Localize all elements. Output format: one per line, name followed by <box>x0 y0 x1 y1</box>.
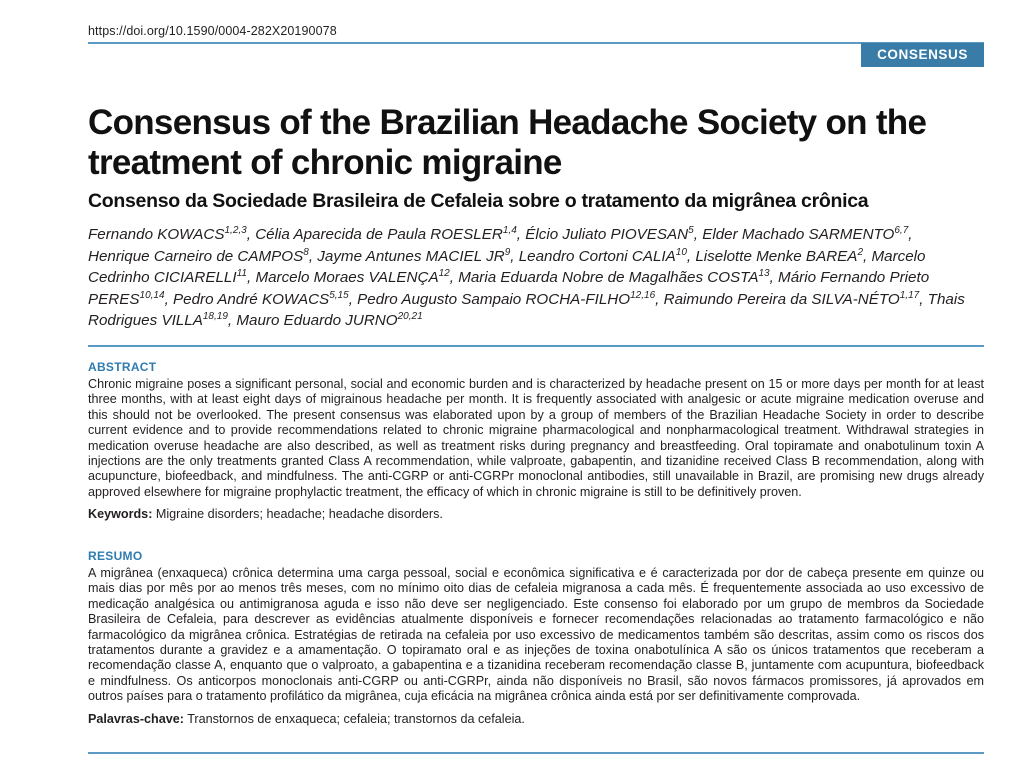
author-name: Marcelo Moraes VALENÇA <box>255 269 439 286</box>
author-name: Pedro André KOWACS <box>173 290 330 308</box>
resumo-heading: RESUMO <box>88 549 143 563</box>
author-name: Raimundo Pereira da SILVA-NÉTO <box>663 290 900 308</box>
palavras-chave-label: Palavras-chave: <box>88 711 184 726</box>
title-block: Consensus of the Brazilian Headache Soci… <box>88 103 988 213</box>
author-name: Mário Fernando Prieto PERES <box>88 269 930 308</box>
author-affiliation-marker: 13 <box>758 267 770 279</box>
page-title: Consensus of the Brazilian Headache Soci… <box>88 103 927 182</box>
author-name: Pedro Augusto Sampaio ROCHA-FILHO <box>357 290 631 308</box>
author-affiliation-marker: 2 <box>857 246 864 258</box>
abstract-heading: ABSTRACT <box>88 360 157 374</box>
author-name: Thais Rodrigues VILLA <box>88 290 965 330</box>
author-affiliation-marker: 1,2,3 <box>224 224 247 236</box>
doi-link[interactable]: https://doi.org/10.1590/0004-282X2019007… <box>88 24 337 38</box>
author-name: Elder Machado SARMENTO <box>702 226 895 243</box>
abstract-section: ABSTRACT Chronic migraine poses a signif… <box>88 360 984 523</box>
author-name: Liselotte Menke BAREA <box>695 247 858 265</box>
abstract-body: Chronic migraine poses a significant per… <box>88 377 984 499</box>
keywords-text: Migraine disorders; headache; headache d… <box>155 507 443 522</box>
header-divider <box>88 42 984 44</box>
author-affiliation-marker: 9 <box>504 246 511 258</box>
author-affiliation-marker: 6,7 <box>894 224 909 236</box>
author-affiliation-marker: 5,15 <box>329 289 349 301</box>
palavras-chave-text: Transtornos de enxaqueca; cefaleia; tran… <box>187 711 525 726</box>
author-affiliation-marker: 11 <box>236 267 247 279</box>
palavras-chave-line: Palavras-chave: Transtornos de enxaqueca… <box>88 712 984 727</box>
keywords-line: Keywords: Migraine disorders; headache; … <box>88 507 984 522</box>
resumo-section: RESUMO A migrânea (enxaqueca) crônica de… <box>88 549 984 727</box>
author-name: Marcelo Cedrinho CICIARELLI <box>88 247 926 287</box>
article-type-badge: CONSENSUS <box>861 43 984 67</box>
author-name: Élcio Juliato PIOVESAN <box>525 226 689 243</box>
author-name: Fernando KOWACS <box>88 226 225 243</box>
doi-header: https://doi.org/10.1590/0004-282X2019007… <box>88 24 984 44</box>
keywords-label: Keywords: <box>88 507 153 522</box>
author-name: Leandro Cortoni CALIA <box>518 247 676 265</box>
author-name: Mauro Eduardo JURNO <box>236 312 398 329</box>
author-name: Maria Eduarda Nobre de Magalhães COSTA <box>458 269 759 286</box>
resumo-body: A migrânea (enxaqueca) crônica determina… <box>88 566 984 704</box>
abstract-divider <box>88 345 984 347</box>
author-name: Célia Aparecida de Paula ROESLER <box>255 226 503 243</box>
author-affiliation-marker: 10,14 <box>139 289 165 301</box>
author-affiliation-marker: 5 <box>688 224 694 236</box>
author-name: Jayme Antunes MACIEL JR <box>317 247 505 265</box>
author-affiliation-marker: 18,19 <box>202 310 228 322</box>
author-affiliation-marker: 8 <box>303 246 309 258</box>
footer-divider <box>88 752 984 754</box>
author-affiliation-marker: 10 <box>675 246 687 258</box>
author-affiliation-marker: 1,17 <box>899 289 920 301</box>
author-list: Fernando KOWACS1,2,3, Célia Aparecida de… <box>88 224 965 330</box>
author-affiliation-marker: 20,21 <box>397 310 423 322</box>
page-subtitle: Consenso da Sociedade Brasileira de Cefa… <box>88 190 869 212</box>
author-affiliation-marker: 12 <box>438 267 450 279</box>
author-name: Henrique Carneiro de CAMPOS <box>88 247 304 265</box>
author-affiliation-marker: 1,4 <box>502 224 517 236</box>
author-affiliation-marker: 12,16 <box>630 289 656 301</box>
